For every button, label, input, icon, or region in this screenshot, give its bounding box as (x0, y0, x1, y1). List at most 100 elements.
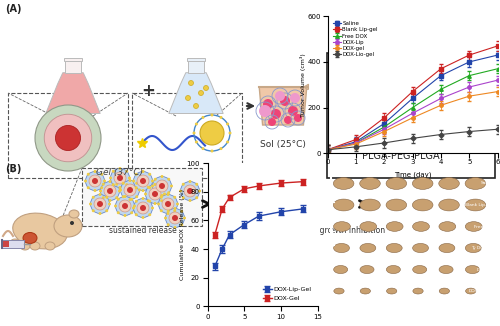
Circle shape (192, 131, 196, 135)
Circle shape (135, 186, 138, 189)
Ellipse shape (30, 242, 40, 250)
Bar (188, 61, 204, 73)
Circle shape (116, 197, 134, 215)
Circle shape (188, 199, 192, 202)
Circle shape (107, 188, 113, 194)
Text: Gel (37°C): Gel (37°C) (96, 168, 144, 177)
Circle shape (140, 178, 146, 184)
Circle shape (100, 186, 103, 189)
Circle shape (44, 114, 92, 162)
Circle shape (210, 150, 214, 153)
Ellipse shape (360, 199, 380, 211)
Circle shape (344, 74, 354, 84)
Circle shape (135, 173, 138, 176)
Circle shape (124, 214, 126, 217)
Circle shape (259, 105, 271, 117)
Text: phospholipid: phospholipid (362, 73, 424, 83)
Ellipse shape (412, 244, 428, 253)
Ellipse shape (439, 178, 460, 189)
Circle shape (98, 193, 102, 196)
Text: Ty DOX-Lip: Ty DOX-Lip (471, 246, 494, 250)
Ellipse shape (360, 265, 374, 274)
Circle shape (167, 223, 170, 226)
Circle shape (109, 176, 112, 180)
Circle shape (87, 173, 90, 176)
Bar (2, 240, 24, 248)
Circle shape (137, 202, 149, 214)
Circle shape (112, 170, 115, 173)
Circle shape (226, 123, 229, 126)
Ellipse shape (334, 288, 344, 294)
Circle shape (128, 176, 131, 180)
Circle shape (142, 170, 144, 173)
Circle shape (160, 209, 163, 212)
Circle shape (344, 105, 354, 115)
Bar (327, 53, 495, 178)
Circle shape (167, 191, 170, 194)
Text: tumor growth inhibition: tumor growth inhibition (294, 226, 386, 235)
Circle shape (84, 180, 87, 183)
Ellipse shape (360, 178, 380, 189)
Circle shape (124, 184, 136, 196)
Circle shape (180, 182, 200, 200)
Circle shape (198, 91, 203, 96)
Circle shape (104, 185, 116, 197)
Circle shape (160, 196, 163, 199)
Circle shape (202, 147, 204, 150)
Circle shape (98, 212, 102, 215)
Polygon shape (46, 73, 100, 113)
Ellipse shape (412, 265, 426, 274)
Circle shape (105, 209, 108, 212)
Circle shape (89, 175, 101, 187)
Circle shape (148, 186, 151, 189)
Ellipse shape (23, 232, 37, 244)
Ellipse shape (439, 288, 450, 294)
Circle shape (280, 96, 290, 106)
Circle shape (154, 202, 156, 205)
Circle shape (284, 116, 292, 124)
Bar (66, 61, 80, 73)
Ellipse shape (45, 242, 55, 250)
Y-axis label: Tumor Volume (cm³): Tumor Volume (cm³) (300, 53, 306, 117)
Circle shape (220, 116, 222, 119)
Circle shape (294, 114, 302, 122)
Circle shape (142, 189, 144, 192)
Circle shape (94, 189, 96, 192)
Circle shape (56, 126, 80, 151)
Circle shape (118, 167, 122, 170)
Circle shape (118, 186, 122, 189)
Circle shape (120, 181, 140, 200)
Circle shape (92, 209, 95, 212)
Circle shape (134, 171, 152, 190)
Circle shape (182, 183, 185, 186)
Circle shape (92, 196, 95, 199)
Circle shape (152, 176, 172, 196)
Circle shape (130, 211, 133, 214)
Circle shape (200, 121, 224, 145)
Circle shape (146, 185, 165, 203)
Circle shape (275, 91, 285, 101)
Bar (132, 93, 242, 178)
Circle shape (117, 211, 120, 214)
Circle shape (127, 187, 133, 193)
Circle shape (119, 188, 122, 191)
Circle shape (148, 213, 151, 216)
Circle shape (100, 182, 119, 200)
Text: (A): (A) (5, 4, 21, 14)
Ellipse shape (412, 178, 433, 189)
Circle shape (154, 191, 157, 194)
Circle shape (158, 195, 178, 214)
Circle shape (174, 226, 176, 229)
Circle shape (130, 198, 133, 201)
Bar (2, 241, 9, 247)
Circle shape (290, 93, 300, 103)
Text: +: + (141, 82, 155, 100)
Circle shape (188, 81, 194, 85)
Text: DOX-Lip-gel: DOX-Lip-gel (468, 289, 494, 293)
Circle shape (202, 116, 204, 119)
Circle shape (128, 179, 132, 182)
Text: sustained release: sustained release (109, 226, 177, 235)
Circle shape (132, 180, 135, 183)
Circle shape (160, 186, 163, 189)
Ellipse shape (439, 244, 455, 253)
